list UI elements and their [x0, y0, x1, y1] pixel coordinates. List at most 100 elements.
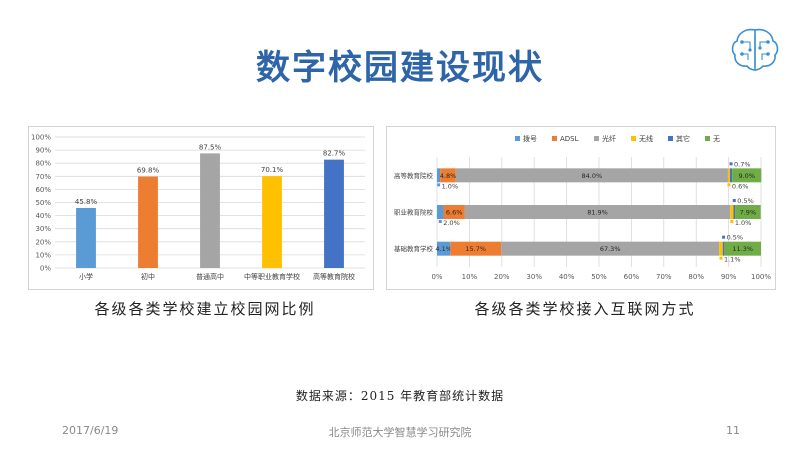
bar	[200, 153, 220, 268]
stacked-segment	[501, 241, 720, 256]
stacked-segment	[730, 205, 734, 219]
segment-value-label: 0.6%	[732, 182, 749, 190]
category-label: 中等职业教育学校	[244, 272, 300, 281]
left-chart-caption: 各级各类学校建立校园网比例	[94, 300, 316, 318]
segment-value-label: 67.3%	[600, 245, 621, 253]
segment-value-label: 1.0%	[442, 182, 459, 190]
bar-value-label: 69.8%	[137, 167, 160, 175]
stacked-segment	[437, 168, 441, 183]
bar	[76, 208, 96, 268]
segment-value-label: 15.7%	[465, 245, 486, 253]
stacked-segment	[727, 168, 730, 183]
x-tick-label: 80%	[688, 273, 704, 281]
segment-value-label: 1.0%	[735, 219, 752, 227]
stacked-segment	[735, 205, 761, 219]
campus-network-chart-panel: 0% 10% 20% 30% 40% 50% 60% 70% 80% 90% 100% 45.8% 小学…	[28, 126, 374, 290]
bar	[138, 176, 158, 268]
y-tick-label: 30%	[35, 225, 51, 233]
x-tick-label: 50%	[591, 273, 607, 281]
bar-value-label: 45.8%	[75, 198, 98, 206]
y-tick-label: 70%	[35, 173, 51, 181]
bar-value-label: 70.1%	[261, 166, 284, 174]
segment-value-label: 6.6%	[446, 209, 463, 217]
y-tick-label: 50%	[35, 199, 51, 207]
x-tick-label: 60%	[624, 273, 640, 281]
x-tick-label: 90%	[721, 273, 737, 281]
segment-value-label: 84.0%	[582, 172, 603, 180]
stacked-segment	[443, 205, 465, 219]
legend-swatch	[594, 136, 599, 141]
x-tick-label: 0%	[431, 273, 442, 281]
segment-value-label: 0.7%	[734, 160, 751, 168]
segment-value-label: 0.5%	[737, 197, 754, 205]
category-label: 小学	[79, 272, 93, 281]
x-tick-label: 30%	[526, 273, 542, 281]
legend-swatch	[705, 136, 710, 141]
stacked-segment	[719, 241, 723, 256]
stacked-segment	[437, 205, 444, 219]
y-tick-label: 0%	[40, 265, 51, 273]
stacked-segment	[464, 205, 731, 219]
legend-swatch	[515, 136, 520, 141]
internet-access-chart-panel: 拨号 ADSL 光纤 无线 其它 无 0% 10% 20% 30% 40% 50% 60% 70% 80% 9…	[386, 126, 776, 290]
bar-value-label: 87.5%	[199, 143, 222, 151]
legend-swatch	[631, 136, 636, 141]
y-tick-label: 40%	[35, 212, 51, 220]
legend-label: ADSL	[560, 135, 579, 143]
segment-value-label: 81.9%	[587, 209, 608, 217]
campus-network-bar-chart: 0% 10% 20% 30% 40% 50% 60% 70% 80% 90% 100% 45.8% 小学…	[31, 134, 365, 281]
data-source-note: 数据来源：2015 年教育部统计数据	[295, 389, 505, 403]
segment-value-label: 7.9%	[740, 209, 757, 217]
label-marker	[732, 199, 736, 202]
category-label: 高等教育院校	[313, 272, 355, 281]
label-marker	[438, 220, 442, 223]
brain-circuit-logo	[731, 28, 779, 71]
stacked-segment	[729, 168, 733, 183]
category-label: 职业教育院校	[394, 208, 434, 217]
legend-label: 光纤	[602, 134, 616, 143]
slide-title: 数字校园建设现状	[256, 48, 544, 88]
internet-access-stacked-bar-chart: 拨号 ADSL 光纤 无线 其它 无 0% 10% 20% 30% 40% 50% 60% 70% 80% 9…	[394, 134, 771, 281]
y-tick-label: 60%	[35, 186, 51, 194]
segment-value-label: 0.5%	[727, 234, 744, 242]
label-marker	[719, 256, 723, 260]
legend-label: 无	[713, 135, 720, 143]
y-tick-label: 90%	[35, 147, 51, 155]
label-marker	[722, 235, 726, 239]
category-label: 普通高中	[196, 272, 224, 281]
bar	[324, 159, 344, 268]
stacked-segment	[455, 168, 728, 183]
x-tick-label: 70%	[656, 273, 672, 281]
category-label: 高等教育院校	[394, 171, 434, 180]
segment-value-label: 2.0%	[443, 219, 460, 227]
stacked-segment	[440, 168, 456, 183]
legend-label: 无线	[639, 134, 653, 143]
footer-organization: 北京师范大学智慧学习研究院	[328, 426, 472, 439]
stacked-segment	[732, 168, 762, 183]
label-marker	[727, 183, 731, 187]
category-label: 初中	[141, 272, 155, 281]
footer-date: 2017/6/19	[62, 424, 119, 437]
label-marker	[437, 183, 441, 187]
y-tick-label: 20%	[35, 238, 51, 246]
legend-swatch	[668, 136, 673, 141]
legend-swatch	[552, 136, 557, 141]
x-tick-label: 100%	[751, 273, 771, 281]
y-tick-label: 80%	[35, 160, 51, 168]
x-tick-label: 20%	[494, 273, 510, 281]
legend-label: 拨号	[523, 134, 537, 143]
label-marker	[730, 220, 734, 223]
footer-page-number: 11	[726, 424, 740, 437]
y-tick-label: 100%	[31, 134, 51, 142]
segment-value-label: 4.8%	[440, 172, 457, 180]
segment-value-label: 9.0%	[738, 172, 755, 180]
x-tick-label: 10%	[462, 273, 478, 281]
y-tick-label: 10%	[35, 251, 51, 259]
bar-value-label: 82.7%	[323, 150, 346, 158]
legend-label: 其它	[676, 134, 690, 143]
category-label: 基础教育学校	[394, 244, 434, 253]
stacked-segment	[733, 205, 736, 219]
segment-value-label: 4.1%	[435, 245, 452, 253]
stacked-segment	[450, 241, 502, 256]
bar	[262, 176, 282, 268]
